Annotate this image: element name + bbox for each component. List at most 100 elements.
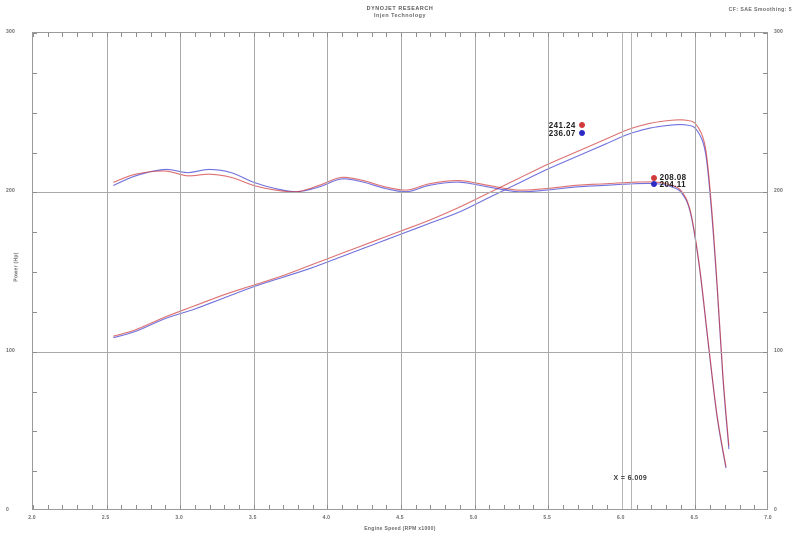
x-axis-tick (504, 33, 506, 37)
x-axis-tick (430, 505, 432, 509)
gridline-vertical (180, 33, 182, 509)
gridline-vertical (401, 33, 402, 509)
x-axis-tick (459, 33, 461, 37)
callout-dot-red (650, 174, 657, 181)
x-axis-tick (415, 505, 417, 509)
x-axis-tick (562, 505, 564, 509)
x-axis-tick (268, 33, 270, 37)
callout-value: 208.08 (659, 173, 687, 183)
x-axis-tick (401, 33, 402, 37)
y-axis-tick-label-right: 300 (774, 29, 783, 35)
x-axis-tick (180, 505, 182, 509)
x-axis-tick (548, 505, 550, 509)
x-axis-tick-label: 5.0 (469, 515, 478, 521)
x-axis-tick (342, 33, 344, 37)
callout-peak-power-blue: 236.07 (549, 129, 585, 138)
y-axis-tick-label-right: 100 (774, 347, 783, 354)
callout-dot-blue (578, 130, 585, 137)
y-axis-tick (33, 152, 37, 154)
x-axis-tick (283, 33, 285, 37)
x-axis-tick (695, 505, 697, 509)
callout-value: 241.24 (548, 120, 576, 130)
x-axis-tick-label: 2.0 (28, 515, 36, 521)
y-axis-tick (33, 72, 37, 74)
x-axis-tick (297, 505, 299, 509)
gridline-vertical (548, 33, 550, 509)
x-axis-tick (504, 505, 506, 509)
cursor-line[interactable] (630, 33, 632, 509)
x-axis-tick (386, 505, 388, 509)
x-axis-tick (47, 505, 49, 509)
x-axis-tick (194, 505, 196, 509)
plot-area[interactable] (32, 32, 768, 510)
x-axis-tick (695, 33, 697, 37)
x-axis-tick (533, 505, 535, 509)
x-axis-tick (253, 33, 255, 37)
x-axis-tick (239, 505, 241, 509)
y-axis-tick-label-left: 200 (6, 188, 15, 195)
x-axis-tick (386, 33, 388, 37)
x-axis-tick (724, 33, 726, 37)
x-axis-tick (209, 33, 211, 37)
x-axis-tick (651, 33, 653, 37)
y-axis-tick (33, 471, 37, 473)
y-axis-tick-label-right: 200 (774, 188, 783, 195)
y-axis-tick (33, 311, 37, 313)
gridline-horizontal (33, 192, 767, 194)
callout-dot-red (578, 122, 585, 129)
x-axis-tick (33, 33, 34, 37)
cursor-readout: X = 6.009 (613, 474, 648, 482)
y-axis-tick (763, 112, 767, 114)
x-axis-tick (121, 33, 123, 37)
x-axis-tick (577, 505, 579, 509)
x-axis-tick (680, 505, 682, 509)
x-axis-tick (489, 33, 491, 37)
y-axis-tick (763, 72, 767, 74)
x-axis-tick (356, 33, 358, 37)
x-axis-tick (474, 505, 476, 509)
cursor-line[interactable] (621, 33, 623, 509)
chart-subtitle: Injen Technology (374, 13, 426, 20)
y-axis-tick (33, 232, 37, 234)
y-axis-tick (33, 112, 37, 114)
x-axis-tick (91, 33, 93, 37)
x-axis-tick (474, 33, 476, 37)
x-axis-tick (62, 505, 64, 509)
x-axis-tick (636, 33, 638, 37)
chart-title: DYNOJET RESEARCH (366, 6, 434, 12)
callout-torque-blue: 204.11 (650, 179, 687, 189)
x-axis-tick (224, 33, 226, 37)
x-axis-tick (239, 33, 241, 37)
gridline-vertical (327, 33, 329, 509)
x-axis-tick (136, 33, 138, 37)
gridline-horizontal (33, 351, 767, 353)
x-axis-tick (342, 505, 344, 509)
x-axis-tick (636, 505, 638, 509)
x-axis-tick (371, 505, 373, 509)
series-line-torque (113, 168, 727, 469)
x-axis-tick (401, 505, 402, 509)
series-line-power (113, 119, 730, 447)
x-axis-tick (312, 505, 314, 509)
x-axis-tick (665, 505, 667, 509)
x-axis-tick (445, 33, 447, 37)
x-axis-tick (33, 505, 34, 509)
callout-peak-power-red: 241.24 (549, 121, 585, 130)
y-axis-tick (763, 33, 767, 34)
y-axis-tick (33, 431, 37, 433)
x-axis-tick (577, 33, 579, 37)
callout-value: 204.11 (659, 179, 687, 189)
x-axis-tick (518, 505, 520, 509)
x-axis-tick (297, 33, 299, 37)
x-axis-tick (371, 33, 373, 37)
y-axis-tick-label-left: 300 (6, 29, 15, 35)
x-axis-tick (739, 33, 741, 37)
x-axis-tick (548, 33, 550, 37)
series-line-torque (113, 170, 727, 467)
y-axis-tick (763, 431, 767, 433)
x-axis-tick (327, 505, 329, 509)
y-axis-tick (763, 232, 767, 234)
x-axis-tick (194, 33, 196, 37)
x-axis-tick (430, 33, 432, 37)
